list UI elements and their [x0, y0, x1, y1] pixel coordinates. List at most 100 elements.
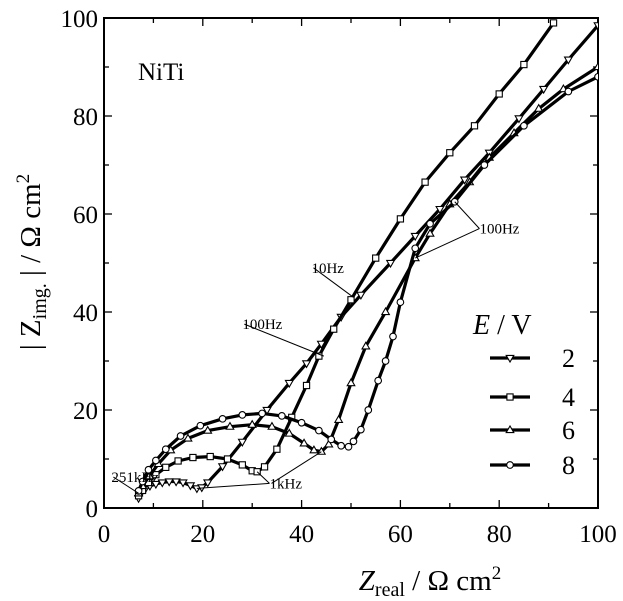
annotation-leader — [196, 482, 270, 489]
data-point — [533, 103, 544, 112]
data-point — [315, 352, 323, 360]
data-point — [361, 341, 371, 350]
data-point — [206, 452, 214, 461]
data-point — [396, 298, 405, 307]
data-point — [176, 432, 185, 440]
legend: E / V 2 4 6 8 — [472, 310, 575, 480]
annotation-leader — [113, 476, 139, 494]
data-point — [253, 468, 261, 476]
data-point — [421, 178, 429, 186]
annotation-leader — [454, 201, 480, 229]
annotation-3: 100Hz — [242, 317, 325, 357]
legend-item-4: 4 — [490, 383, 575, 412]
data-point — [470, 122, 479, 130]
legend-label: 2 — [562, 344, 575, 373]
x-tick-label: 100 — [579, 521, 617, 548]
data-point — [356, 291, 366, 300]
data-point — [217, 463, 228, 472]
data-point — [357, 425, 365, 434]
annotation-label: 1kHz — [269, 476, 302, 492]
data-point — [372, 254, 380, 262]
data-point — [247, 419, 257, 428]
annotation-leader — [415, 228, 480, 259]
data-point — [593, 61, 598, 71]
data-point — [349, 437, 358, 446]
y-axis-label: | Zimg. | / Ω cm2 — [13, 174, 51, 350]
data-point — [333, 414, 344, 423]
axis-ticks — [103, 17, 599, 509]
data-point — [380, 306, 391, 316]
data-point — [238, 461, 246, 469]
data-point — [152, 456, 160, 465]
y-tick-label: 40 — [73, 300, 98, 327]
data-point — [144, 471, 155, 480]
data-point — [495, 90, 503, 98]
data-point — [171, 478, 181, 487]
annotation-leader — [256, 471, 270, 484]
data-point — [178, 479, 188, 488]
data-point — [262, 406, 272, 416]
y-tick-label: 60 — [73, 202, 98, 229]
data-point — [316, 340, 327, 349]
data-point — [593, 22, 598, 31]
x-tick-label: 40 — [289, 521, 314, 548]
data-point — [192, 485, 202, 494]
data-point — [151, 480, 161, 490]
data-point — [299, 438, 309, 447]
data-point — [520, 60, 528, 69]
legend-marker — [505, 354, 515, 364]
data-point — [138, 477, 147, 486]
legend-item-6: 6 — [490, 416, 575, 445]
data-point — [183, 433, 193, 442]
data-point — [185, 482, 196, 491]
legend-item-2: 2 — [490, 344, 575, 373]
annotation-1: 1kHz — [196, 451, 322, 492]
data-point — [196, 421, 205, 430]
data-point — [538, 85, 549, 95]
series-4 — [134, 19, 558, 500]
data-point — [410, 232, 420, 242]
data-point — [425, 228, 435, 237]
x-tick-label: 80 — [487, 521, 512, 548]
data-point — [337, 441, 345, 450]
data-point — [260, 463, 269, 471]
annotation-leader — [313, 267, 354, 298]
data-point — [258, 409, 266, 418]
data-point — [594, 72, 598, 81]
data-point — [330, 325, 338, 333]
data-point — [411, 244, 420, 253]
data-point — [563, 56, 574, 65]
legend-marker — [505, 424, 515, 434]
data-point — [144, 465, 153, 474]
data-point — [426, 219, 434, 228]
legend-item-8: 8 — [490, 451, 575, 480]
x-tick-label: 20 — [190, 521, 215, 548]
legend-label: 6 — [562, 416, 575, 445]
x-tick-label: 60 — [388, 521, 413, 548]
annotation-label: 10Hz — [311, 261, 344, 277]
x-axis-label: Zreal / Ω cm2 — [359, 563, 501, 601]
data-point — [157, 479, 168, 488]
data-point — [223, 455, 232, 463]
data-point — [385, 259, 396, 269]
data-point — [284, 428, 295, 437]
data-point — [161, 445, 170, 454]
data-point — [238, 411, 247, 419]
y-tick-label: 0 — [86, 496, 99, 523]
data-point — [164, 478, 174, 487]
annotation-leader — [271, 451, 322, 484]
data-point — [189, 453, 197, 462]
y-tick-label: 80 — [73, 104, 98, 131]
data-point — [564, 87, 573, 96]
y-tick-label: 100 — [61, 6, 99, 33]
data-point — [174, 457, 182, 465]
y-tick-label: 20 — [73, 398, 98, 425]
data-point — [302, 381, 311, 390]
data-point — [327, 435, 336, 444]
data-point — [218, 414, 227, 423]
data-point — [347, 296, 355, 304]
legend-marker — [506, 393, 514, 401]
data-point — [267, 421, 277, 430]
legend-title: E / V — [472, 310, 532, 341]
annotation-label: 100Hz — [479, 222, 519, 238]
